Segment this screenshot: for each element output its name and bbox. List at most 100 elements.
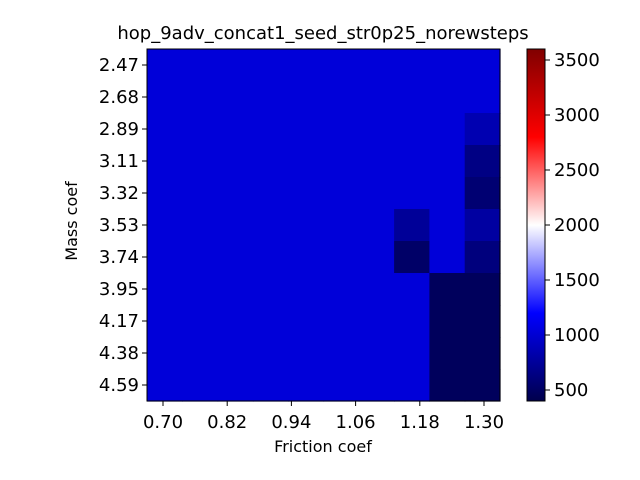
heatmap-cell (394, 81, 430, 114)
heatmap-cell (217, 305, 254, 338)
colorbar-ticks: 500 1000 1500 2000 2500 3000 3500 (545, 50, 600, 401)
heatmap-cell (252, 177, 289, 210)
y-tick-label: 3.53 (99, 215, 139, 236)
heatmap-cell (429, 305, 466, 338)
heatmap-cell (429, 273, 466, 306)
heatmap-cell (464, 113, 501, 146)
colorbar-tick-label: 1500 (554, 270, 600, 291)
heatmap-cell (429, 81, 466, 114)
heatmap-cell (429, 337, 466, 370)
heatmap-cell (217, 337, 254, 370)
heatmap-cell (464, 209, 501, 242)
heatmap-cell (147, 337, 183, 370)
x-tick-label: 0.94 (271, 412, 311, 433)
heatmap-cell (182, 145, 219, 178)
colorbar-tick-label: 3000 (554, 105, 600, 126)
y-tick-label: 2.68 (99, 87, 139, 108)
y-tick-label: 3.74 (99, 247, 139, 268)
heatmap-cell (464, 337, 501, 370)
heatmap-cell (252, 305, 289, 338)
heatmap-cell (252, 49, 289, 82)
heatmap-cell (182, 209, 219, 242)
heatmap-cell (182, 177, 219, 210)
heatmap-cell (288, 273, 325, 306)
heatmap-cell (288, 369, 325, 402)
heatmap-cell (323, 273, 360, 306)
heatmap-cell (323, 49, 360, 82)
heatmap-cell (464, 177, 501, 210)
heatmap-cell (217, 273, 254, 306)
heatmap-cell (323, 209, 360, 242)
heatmap-cell (288, 209, 325, 242)
heatmap-cell (323, 81, 360, 114)
heatmap-cell (217, 209, 254, 242)
x-tick-label: 1.18 (400, 412, 440, 433)
heatmap-cell (217, 49, 254, 82)
heatmap-cell (288, 113, 325, 146)
heatmap-cell (429, 209, 466, 242)
colorbar-tick-label: 2500 (554, 160, 600, 181)
y-tick-label: 3.11 (99, 151, 139, 172)
heatmap-cell (464, 305, 501, 338)
y-tick-label: 3.95 (99, 279, 139, 300)
heatmap-cell (182, 241, 219, 274)
heatmap-cell (288, 241, 325, 274)
y-axis-ticks: 2.47 2.68 2.89 3.11 3.32 3.53 3.74 3.95 4.17 4.38… (99, 55, 147, 396)
heatmap-cell (358, 241, 395, 274)
heatmap-cell (147, 177, 183, 210)
heatmap-cell (147, 81, 183, 114)
heatmap-cell (429, 369, 466, 402)
heatmap-cell (323, 113, 360, 146)
heatmap-cell (147, 209, 183, 242)
heatmap-cell (182, 305, 219, 338)
colorbar-tick-label: 500 (554, 380, 588, 401)
x-axis-ticks: 0.70 0.82 0.94 1.06 1.18 1.30 (143, 401, 504, 433)
y-tick-label: 2.47 (99, 55, 139, 76)
heatmap-cell (464, 273, 501, 306)
heatmap-cell (394, 177, 430, 210)
heatmap-cell (288, 305, 325, 338)
chart-title: hop_9adv_concat1_seed_str0p25_norewsteps (117, 23, 528, 44)
heatmap-cell (217, 177, 254, 210)
heatmap-cell (147, 145, 183, 178)
heatmap-cell (429, 241, 466, 274)
heatmap-cell (394, 49, 430, 82)
heatmap-cell (323, 241, 360, 274)
heatmap-cell (394, 369, 430, 402)
heatmap-cell (252, 337, 289, 370)
x-tick-label: 0.70 (143, 412, 183, 433)
heatmap-cell (464, 145, 501, 178)
heatmap-cell (358, 49, 395, 82)
heatmap-cell (464, 49, 501, 82)
heatmap-cell (252, 273, 289, 306)
heatmap-cell (464, 241, 501, 274)
heatmap-cell (358, 113, 395, 146)
colorbar-tick-label: 3500 (554, 50, 600, 71)
y-axis-label: Mass coef (62, 181, 81, 261)
heatmap-cell (217, 81, 254, 114)
heatmap-cell (358, 145, 395, 178)
heatmap-cell (358, 273, 395, 306)
heatmap-cell (358, 369, 395, 402)
heatmap-cell (288, 81, 325, 114)
heatmap-cell (147, 305, 183, 338)
colorbar (526, 48, 546, 402)
heatmap-cell (147, 113, 183, 146)
heatmap-cell (394, 113, 430, 146)
x-tick-label: 1.30 (464, 412, 504, 433)
heatmap-cell (394, 305, 430, 338)
heatmap-cell (358, 305, 395, 338)
heatmap-cell (429, 145, 466, 178)
x-axis-label: Friction coef (274, 437, 372, 456)
heatmap-cell (182, 49, 219, 82)
heatmap-cell (323, 145, 360, 178)
heatmap-cell (147, 369, 183, 402)
heatmap-cell (394, 209, 430, 242)
x-tick-label: 0.82 (207, 412, 247, 433)
y-tick-label: 4.38 (99, 343, 139, 364)
colorbar-tick-label: 2000 (554, 215, 600, 236)
heatmap-cell (358, 177, 395, 210)
heatmap-cell (323, 337, 360, 370)
heatmap-cells (147, 49, 501, 402)
